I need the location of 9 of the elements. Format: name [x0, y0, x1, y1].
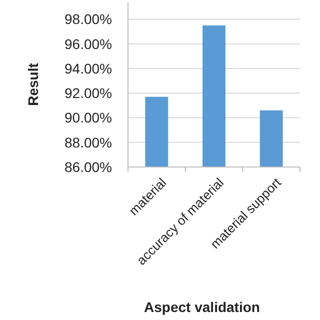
y-tick-label: 86.00%: [64, 158, 112, 175]
y-tick-label: 98.00%: [64, 11, 112, 28]
x-axis-title: Aspect validation: [144, 299, 260, 315]
y-tick-label: 92.00%: [64, 85, 112, 102]
y-tick-label: 94.00%: [64, 60, 112, 76]
y-axis-title: Result: [25, 62, 41, 106]
y-tick-label: 96.00%: [64, 36, 112, 52]
y-tick-label: 88.00%: [64, 134, 112, 150]
y-tick-label: 90.00%: [64, 110, 112, 126]
